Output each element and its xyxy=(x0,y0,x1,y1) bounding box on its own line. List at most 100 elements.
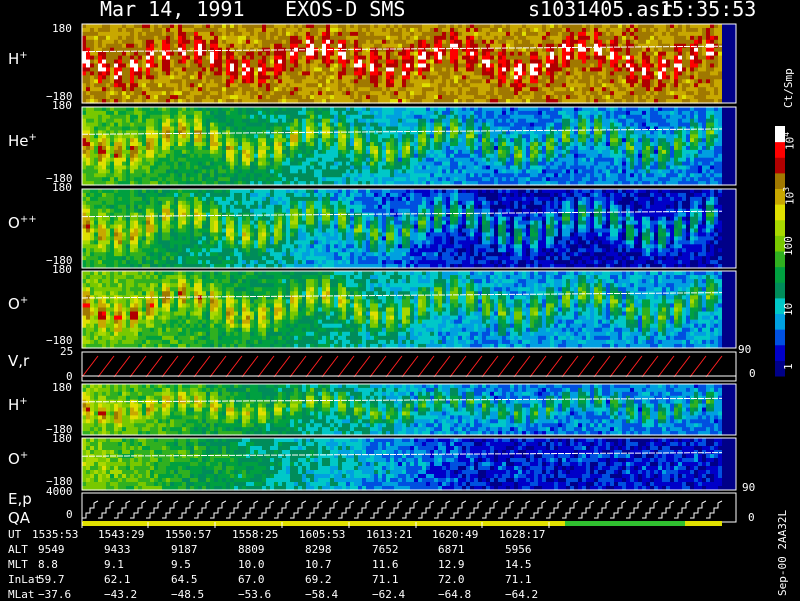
ephemeris-row-label: InLat xyxy=(8,573,41,586)
title-file: s1031405.asr xyxy=(528,0,673,21)
panel-label-qa: QA xyxy=(8,509,30,527)
ephemeris-cell: 9549 xyxy=(38,543,65,556)
heatmap-panel-6 xyxy=(82,438,723,491)
heatmap-panel-5 xyxy=(82,384,723,436)
ephemeris-cell: 1535:53 xyxy=(32,528,78,541)
colorbar-tick-1: 1 xyxy=(782,363,795,370)
ephemeris-cell: −64.8 xyxy=(438,588,471,601)
y-tick-top: 180 xyxy=(52,22,72,35)
heatmap-panel-3 xyxy=(82,189,723,269)
y-tick-bottom: 0 xyxy=(66,508,73,521)
title-date: Mar 14, 1991 xyxy=(100,0,245,21)
colorbar-unit: Ct/Smp xyxy=(782,68,795,108)
y-tick-top: 25 xyxy=(60,345,73,358)
y-tick-top: 180 xyxy=(52,263,72,276)
panel-edge xyxy=(722,438,736,490)
ephemeris-cell: 9433 xyxy=(104,543,131,556)
ephemeris-cell: 71.1 xyxy=(505,573,532,586)
colorbar-swatch xyxy=(775,345,785,361)
ephemeris-cell: 9.5 xyxy=(171,558,191,571)
ephemeris-cell: −64.2 xyxy=(505,588,538,601)
colorbar-swatch xyxy=(775,204,785,220)
panel-edge xyxy=(722,189,736,268)
heatmap-panel-1 xyxy=(82,24,723,104)
ephemeris-cell: 8809 xyxy=(238,543,265,556)
panel-label-vr: V,r xyxy=(8,352,29,370)
title-time: 15:35:53 xyxy=(660,0,756,21)
heatmap-panel-2 xyxy=(82,107,723,186)
ephemeris-cell: −58.4 xyxy=(305,588,338,601)
panel-label-h-plus: H+ xyxy=(8,50,28,68)
ephemeris-cell: −53.6 xyxy=(238,588,271,601)
ephemeris-row-label: UT xyxy=(8,528,21,541)
colorbar-tick-10: 10 xyxy=(782,303,795,316)
panel-label-o-plus-2: O+ xyxy=(8,450,28,468)
colorbar-tick-100: 100 xyxy=(782,236,795,256)
ephemeris-cell: 67.0 xyxy=(238,573,265,586)
ephemeris-cell: −48.5 xyxy=(171,588,204,601)
ephemeris-cell: 1613:21 xyxy=(366,528,412,541)
colorbar-tick-1000: 103 xyxy=(782,187,797,205)
ephemeris-cell: 1628:17 xyxy=(499,528,545,541)
panel-label-ep: E,p xyxy=(8,490,32,508)
ephemeris-cell: 10.7 xyxy=(305,558,332,571)
colorbar-tick-10000: 104 xyxy=(782,132,797,150)
colorbar-swatch xyxy=(775,282,785,298)
ephemeris-cell: 62.1 xyxy=(104,573,131,586)
ephemeris-cell: 59.7 xyxy=(38,573,65,586)
y-tick-top: 180 xyxy=(52,381,72,394)
ephemeris-cell: 10.0 xyxy=(238,558,265,571)
ephemeris-cell: −37.6 xyxy=(38,588,71,601)
ephemeris-cell: 9187 xyxy=(171,543,198,556)
panel-edge xyxy=(722,107,736,185)
colorbar-swatch xyxy=(775,220,785,236)
panel-label-he-plus: He+ xyxy=(8,132,37,150)
panel-label-o-pp: O++ xyxy=(8,214,37,232)
ephemeris-cell: 8298 xyxy=(305,543,332,556)
vr-panel-frame xyxy=(82,352,736,381)
y-tick-top: 180 xyxy=(52,181,72,194)
title-instrument: EXOS-D SMS xyxy=(285,0,405,21)
ephemeris-row-label: MLT xyxy=(8,558,28,571)
y-tick-top: 180 xyxy=(52,432,72,445)
ephemeris-cell: 69.2 xyxy=(305,573,332,586)
ephemeris-row-label: MLat xyxy=(8,588,35,601)
right-tick: 0 xyxy=(748,511,755,524)
panel-label-o-plus: O+ xyxy=(8,295,28,313)
ephemeris-cell: 5956 xyxy=(505,543,532,556)
ephemeris-cell: 72.0 xyxy=(438,573,465,586)
ephemeris-cell: −43.2 xyxy=(104,588,137,601)
ephemeris-cell: 1550:57 xyxy=(165,528,211,541)
ephemeris-cell: 1605:53 xyxy=(299,528,345,541)
ephemeris-cell: 71.1 xyxy=(372,573,399,586)
right-tick: 90 xyxy=(742,481,755,494)
heatmap-panel-4 xyxy=(82,271,723,349)
ephemeris-cell: 6871 xyxy=(438,543,465,556)
ephemeris-cell: 1543:29 xyxy=(98,528,144,541)
ephemeris-cell: 11.6 xyxy=(372,558,399,571)
colorbar-swatch xyxy=(775,157,785,173)
panel-edge xyxy=(722,24,736,103)
ephemeris-cell: 12.9 xyxy=(438,558,465,571)
panel-label-h-plus-2: H+ xyxy=(8,396,28,414)
y-tick-top: 4000 xyxy=(46,485,73,498)
ephemeris-cell: 9.1 xyxy=(104,558,124,571)
ephemeris-cell: −62.4 xyxy=(372,588,405,601)
ephemeris-cell: 8.8 xyxy=(38,558,58,571)
colorbar-bottom-label: 0 xyxy=(749,367,756,380)
panel-edge xyxy=(722,384,736,435)
ephemeris-cell: 7652 xyxy=(372,543,399,556)
colorbar-swatch xyxy=(775,329,785,345)
colorbar-swatch xyxy=(775,267,785,283)
y-tick-top: 180 xyxy=(52,99,72,112)
right-tick: 90 xyxy=(738,343,751,356)
ephemeris-cell: 14.5 xyxy=(505,558,532,571)
ephemeris-cell: 1620:49 xyxy=(432,528,478,541)
version-stamp: Sep-00 2AA32L xyxy=(776,510,789,596)
ephemeris-cell: 64.5 xyxy=(171,573,198,586)
ephemeris-cell: 1558:25 xyxy=(232,528,278,541)
ephemeris-row-label: ALT xyxy=(8,543,28,556)
qa-bar-good xyxy=(565,521,685,526)
panel-edge xyxy=(722,271,736,348)
